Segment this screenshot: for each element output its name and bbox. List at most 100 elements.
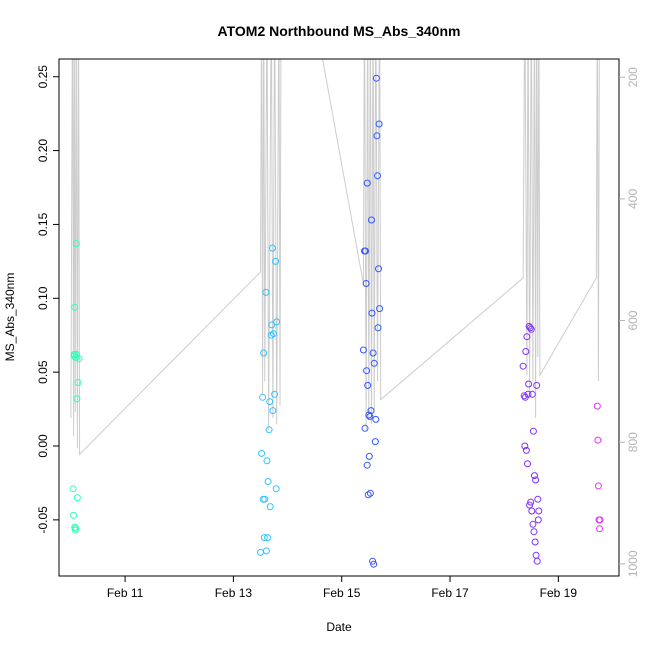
data-point xyxy=(273,318,281,326)
data-point xyxy=(359,346,367,354)
data-point xyxy=(361,424,369,432)
data-point xyxy=(520,392,528,400)
y-axis-label: MS_Abs_340nm xyxy=(3,273,17,362)
data-point xyxy=(260,534,268,542)
data-point xyxy=(526,324,534,332)
data-point xyxy=(535,507,543,515)
data-point xyxy=(375,265,382,273)
data-point xyxy=(374,172,381,180)
depth-profile xyxy=(70,59,600,456)
data-point xyxy=(523,333,531,341)
data-point xyxy=(269,407,277,415)
data-point xyxy=(265,426,273,434)
data-point xyxy=(264,534,271,542)
chart-title: ATOM2 Northbound MS_Abs_340nm xyxy=(218,23,461,39)
data-point xyxy=(533,557,541,565)
data-point xyxy=(370,359,378,367)
data-point xyxy=(73,494,81,502)
data-point xyxy=(375,120,383,128)
x-tick-label: Feb 11 xyxy=(107,586,144,600)
data-point xyxy=(262,547,270,555)
data-point xyxy=(374,324,382,332)
data-point xyxy=(71,523,79,531)
y-tick-label: 0.10 xyxy=(36,286,50,310)
data-point xyxy=(526,501,534,509)
x-axis: Feb 11 Feb 13 Feb 15 Feb 17 Feb 19 xyxy=(107,576,577,600)
data-point xyxy=(528,390,536,398)
data-point xyxy=(363,179,371,187)
data-point xyxy=(259,495,267,503)
data-point xyxy=(534,516,542,524)
y2-tick-label: 1000 xyxy=(626,550,640,577)
data-point xyxy=(266,398,274,406)
data-point xyxy=(72,240,80,248)
data-point xyxy=(362,247,369,255)
data-point xyxy=(528,507,536,515)
data-point xyxy=(524,390,532,398)
data-point xyxy=(376,305,384,313)
data-point xyxy=(263,457,271,465)
depth-line xyxy=(70,59,600,456)
data-point xyxy=(366,489,374,497)
y-tick-label: -0.05 xyxy=(36,506,50,534)
x-tick-label: Feb 15 xyxy=(323,586,361,600)
data-point xyxy=(531,538,539,546)
data-point xyxy=(596,525,603,533)
data-point xyxy=(365,411,373,419)
data-point xyxy=(362,280,370,287)
data-point xyxy=(69,485,77,493)
y-axis: -0.05 0.00 0.05 0.10 0.15 0.20 0.25 xyxy=(36,65,59,534)
data-point xyxy=(532,551,540,559)
y-tick-label: 0.25 xyxy=(36,65,50,89)
data-point xyxy=(369,349,377,357)
data-point xyxy=(369,557,377,565)
data-point xyxy=(594,482,602,490)
data-point xyxy=(367,407,375,415)
plot-frame xyxy=(58,58,620,577)
y-tick-label: 0.05 xyxy=(36,360,50,384)
data-point xyxy=(531,472,538,480)
data-point xyxy=(594,436,602,444)
data-point xyxy=(593,402,601,410)
data-point xyxy=(268,321,276,329)
data-point xyxy=(262,288,270,296)
data-point xyxy=(363,461,371,469)
data-point xyxy=(527,325,535,333)
data-point xyxy=(370,560,378,568)
data-point xyxy=(270,330,277,338)
data-point xyxy=(258,449,266,457)
data-point xyxy=(368,216,375,224)
data-point xyxy=(534,495,542,503)
data-point xyxy=(70,352,78,360)
data-point xyxy=(272,485,280,493)
data-point xyxy=(372,415,380,423)
data-point xyxy=(530,528,538,536)
data-point xyxy=(596,516,604,524)
data-point xyxy=(529,427,537,435)
data-point xyxy=(519,362,527,370)
data-point xyxy=(524,460,531,468)
data-point xyxy=(74,379,82,386)
x-axis-label: Date xyxy=(326,620,352,634)
data-point xyxy=(268,244,276,252)
y-tick-label: 0.00 xyxy=(36,434,50,458)
data-points xyxy=(69,74,604,568)
data-point xyxy=(271,390,279,398)
data-point xyxy=(72,353,80,361)
data-point xyxy=(259,393,267,401)
data-point xyxy=(373,132,381,140)
data-point xyxy=(368,309,376,317)
data-point xyxy=(372,74,380,82)
data-point xyxy=(72,350,80,358)
data-point xyxy=(70,511,78,519)
data-point xyxy=(371,438,379,446)
data-point xyxy=(365,452,373,460)
secondary-y-axis: 200 400 600 800 1000 xyxy=(619,67,640,577)
x-tick-label: Feb 17 xyxy=(431,586,469,600)
data-point xyxy=(525,380,533,388)
data-point xyxy=(522,446,530,454)
x-tick-label: Feb 13 xyxy=(215,586,253,600)
y2-tick-label: 200 xyxy=(626,67,640,87)
data-point xyxy=(272,257,280,265)
